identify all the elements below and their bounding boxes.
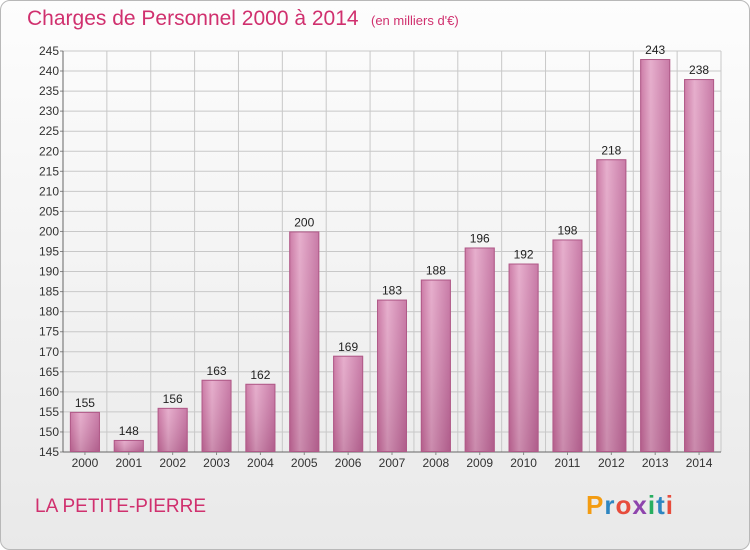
bar-shade bbox=[552, 239, 583, 452]
x-tick-label: 2008 bbox=[423, 456, 450, 470]
bar-outline bbox=[245, 383, 276, 452]
chart-subtitle: (en milliers d'€) bbox=[371, 13, 459, 28]
y-tick-label: 150 bbox=[39, 425, 59, 439]
bar-outline bbox=[69, 411, 100, 452]
y-tick-label: 185 bbox=[39, 285, 59, 299]
y-tick-label: 155 bbox=[39, 405, 59, 419]
data-label: 218 bbox=[601, 143, 621, 157]
x-tick-label: 2004 bbox=[247, 456, 274, 470]
x-tick-label: 2006 bbox=[335, 456, 362, 470]
y-tick-label: 190 bbox=[39, 265, 59, 279]
bar-outline bbox=[157, 407, 188, 453]
proxiti-logo[interactable]: Proxiti bbox=[586, 490, 674, 521]
y-tick-label: 215 bbox=[39, 164, 59, 178]
bar-shade bbox=[157, 407, 188, 452]
y-tick-label: 235 bbox=[39, 84, 59, 98]
data-label: 169 bbox=[338, 340, 358, 354]
x-tick-label: 2000 bbox=[72, 456, 99, 470]
x-tick-label: 2003 bbox=[203, 456, 230, 470]
y-tick-label: 180 bbox=[39, 305, 59, 319]
x-tick-label: 2014 bbox=[686, 456, 713, 470]
logo-letter: o bbox=[615, 490, 633, 520]
data-label: 196 bbox=[470, 231, 490, 245]
logo-letter: t bbox=[656, 490, 666, 520]
data-label: 188 bbox=[426, 264, 446, 278]
y-tick-label: 170 bbox=[39, 345, 59, 359]
x-tick-label: 2007 bbox=[379, 456, 406, 470]
y-tick-label: 145 bbox=[39, 445, 59, 459]
data-label: 155 bbox=[75, 396, 95, 410]
data-label: 148 bbox=[119, 424, 139, 438]
y-tick-label: 210 bbox=[39, 184, 59, 198]
bar-shade bbox=[640, 59, 671, 453]
y-tick-label: 200 bbox=[39, 224, 59, 238]
x-tick-label: 2011 bbox=[555, 456, 581, 470]
bar-shade bbox=[113, 439, 144, 452]
chart-title: Charges de Personnel 2000 à 2014 bbox=[27, 7, 359, 30]
data-label: 156 bbox=[163, 392, 183, 406]
x-tick-label: 2013 bbox=[642, 456, 669, 470]
bar-outline bbox=[596, 159, 627, 453]
logo-letter: i bbox=[647, 490, 657, 520]
bar-outline bbox=[464, 247, 495, 452]
bar-outline bbox=[377, 299, 407, 452]
data-label: 192 bbox=[514, 248, 534, 262]
data-label: 243 bbox=[645, 43, 665, 57]
x-tick-label: 2002 bbox=[159, 456, 186, 470]
bar-shade bbox=[333, 355, 364, 452]
bars bbox=[69, 59, 715, 453]
data-labels: 155 148 156 163 162 200 169 183 188 196 192 198 218 2… bbox=[75, 43, 709, 438]
y-tick-label: 230 bbox=[39, 104, 59, 118]
bar-shade bbox=[684, 79, 715, 452]
bar-shade bbox=[508, 263, 539, 452]
bar-shade bbox=[201, 379, 232, 452]
logo-letter: i bbox=[665, 490, 674, 520]
data-label: 183 bbox=[382, 284, 402, 298]
data-label: 200 bbox=[294, 215, 314, 229]
data-label: 238 bbox=[689, 63, 709, 77]
logo-letter: x bbox=[632, 490, 648, 520]
bar-outline bbox=[201, 379, 232, 453]
x-tick-label: 2005 bbox=[291, 456, 318, 470]
bar-outline bbox=[420, 279, 451, 452]
bar-outline bbox=[508, 263, 539, 452]
bar-outline bbox=[640, 59, 671, 453]
logo-letter: r bbox=[604, 490, 616, 520]
x-tick-label: 2010 bbox=[510, 456, 537, 470]
y-tick-label: 245 bbox=[39, 44, 59, 58]
bar-shade bbox=[289, 231, 320, 452]
bar-shade bbox=[377, 299, 407, 452]
bar-outline bbox=[289, 231, 320, 452]
y-tick-label: 240 bbox=[39, 64, 59, 78]
bar-shade bbox=[69, 411, 100, 452]
bar-outline bbox=[552, 239, 583, 452]
place-name: LA PETITE-PIERRE bbox=[35, 496, 207, 517]
bar-outline bbox=[684, 79, 715, 452]
y-tick-label: 225 bbox=[39, 124, 59, 138]
x-tick-label: 2009 bbox=[466, 456, 493, 470]
x-tick-label: 2001 bbox=[115, 456, 142, 470]
x-tick-label: 2012 bbox=[598, 456, 625, 470]
logo-letter: P bbox=[586, 490, 605, 520]
y-tick-label: 165 bbox=[39, 365, 59, 379]
data-label: 198 bbox=[557, 223, 577, 237]
bar-shade bbox=[596, 159, 627, 452]
bar-shade bbox=[245, 383, 276, 452]
y-tick-label: 175 bbox=[39, 325, 59, 339]
y-tick-label: 160 bbox=[39, 385, 59, 399]
bar-shade bbox=[464, 247, 495, 452]
data-label: 162 bbox=[250, 368, 270, 382]
data-label: 163 bbox=[207, 364, 227, 378]
bar-outline bbox=[113, 439, 144, 453]
bar-shade bbox=[420, 279, 451, 452]
y-tick-label: 220 bbox=[39, 144, 59, 158]
y-tick-label: 195 bbox=[39, 245, 59, 259]
y-tick-label: 205 bbox=[39, 204, 59, 218]
bar-outline bbox=[333, 355, 364, 453]
